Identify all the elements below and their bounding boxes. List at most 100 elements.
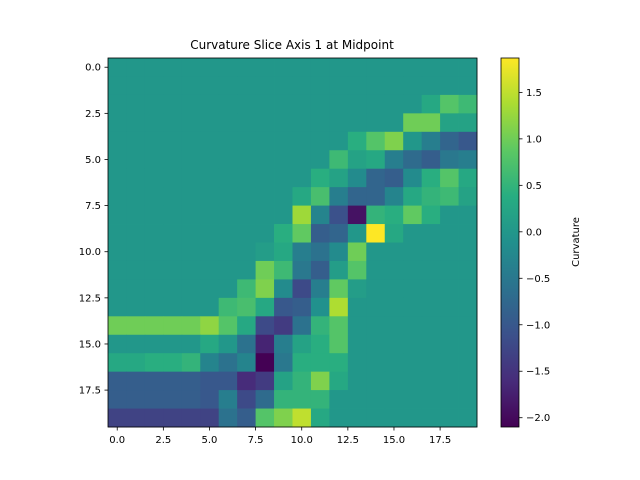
heatmap-cell (200, 408, 220, 428)
heatmap-cell (384, 150, 404, 170)
heatmap-cell (237, 94, 256, 114)
heatmap-cell (200, 260, 220, 280)
heatmap-cell (200, 297, 220, 317)
heatmap-cell (292, 334, 312, 354)
heatmap-cell (181, 205, 201, 225)
heatmap-cell (218, 242, 238, 262)
heatmap-cell (181, 242, 201, 262)
heatmap-cell (310, 76, 330, 96)
y-tick-label: 0.0 (85, 63, 101, 74)
x-tick-label: 7.5 (248, 435, 264, 446)
heatmap-cell (163, 390, 183, 409)
heatmap-cell (310, 334, 330, 354)
heatmap-cell (421, 316, 441, 336)
colorbar-tick-label: −2.0 (526, 413, 550, 424)
heatmap-cell (163, 260, 183, 280)
heatmap-cell (237, 260, 256, 280)
x-tick-label: 15.0 (383, 435, 405, 446)
heatmap-cell (366, 242, 386, 262)
heatmap-cell (237, 408, 256, 428)
heatmap-cell (108, 113, 127, 133)
heatmap-cell (384, 316, 404, 336)
heatmap-cell (292, 94, 312, 114)
heatmap-cell (329, 242, 349, 262)
heatmap-cell (292, 353, 312, 373)
heatmap-cell (126, 353, 146, 373)
heatmap-cell (218, 205, 238, 225)
heatmap-cell (292, 168, 312, 188)
heatmap-cell (310, 150, 330, 170)
heatmap-cell (366, 150, 386, 170)
heatmap-cell (255, 260, 275, 280)
heatmap-cell (384, 224, 404, 243)
heatmap-cell (347, 58, 367, 77)
heatmap-cell (274, 58, 293, 77)
heatmap-cell (458, 58, 478, 77)
heatmap-cell (403, 390, 423, 409)
heatmap-cell (144, 150, 164, 170)
heatmap-cell (421, 297, 441, 317)
heatmap-cell (440, 353, 459, 373)
heatmap-cell (310, 297, 330, 317)
heatmap-cell (218, 408, 238, 428)
heatmap-cell (274, 150, 293, 170)
heatmap-cell (421, 242, 441, 262)
heatmap-cell (255, 94, 275, 114)
heatmap-cell (181, 371, 201, 391)
heatmap-cell (144, 390, 164, 409)
heatmap-cell (403, 131, 423, 151)
heatmap-cell (255, 168, 275, 188)
heatmap-cell (458, 242, 478, 262)
heatmap-cell (255, 279, 275, 299)
heatmap-cell (181, 58, 201, 77)
heatmap-cell (144, 168, 164, 188)
heatmap-cell (347, 316, 367, 336)
heatmap-cell (366, 334, 386, 354)
heatmap-cell (421, 187, 441, 206)
colorbar-tick-label: −0.5 (526, 274, 550, 285)
heatmap-cell (255, 131, 275, 151)
heatmap-cell (181, 297, 201, 317)
heatmap-cell (310, 205, 330, 225)
heatmap-cell (440, 242, 459, 262)
heatmap-cell (366, 371, 386, 391)
colorbar-tick-label: 0.5 (526, 181, 542, 192)
heatmap-cell (108, 76, 127, 96)
heatmap-cell (292, 224, 312, 243)
heatmap-cell (163, 224, 183, 243)
heatmap-cell (384, 168, 404, 188)
heatmap-cell (126, 113, 146, 133)
heatmap-cell (384, 353, 404, 373)
heatmap-cell (403, 297, 423, 317)
heatmap-cell (126, 279, 146, 299)
heatmap-cell (421, 168, 441, 188)
heatmap-cell (384, 242, 404, 262)
heatmap-cell (366, 224, 386, 243)
heatmap-cell (384, 371, 404, 391)
colorbar-axis: −2.0 −1.5 −1.0 −0.5 0.0 0.5 1.0 1.5 (519, 88, 550, 424)
heatmap-cell (347, 76, 367, 96)
heatmap-cell (255, 242, 275, 262)
heatmap-cell (366, 76, 386, 96)
heatmap-cell (421, 279, 441, 299)
heatmap-cell (292, 131, 312, 151)
heatmap-cell (384, 334, 404, 354)
heatmap-cell (421, 150, 441, 170)
heatmap-cell (310, 353, 330, 373)
heatmap-cell (403, 371, 423, 391)
heatmap-cell (440, 94, 459, 114)
heatmap-cell (366, 187, 386, 206)
y-tick-label: 17.5 (79, 386, 101, 397)
heatmap-cell (403, 58, 423, 77)
heatmap-cell (255, 150, 275, 170)
heatmap-cell (292, 150, 312, 170)
heatmap-cell (200, 279, 220, 299)
heatmap-cell (255, 316, 275, 336)
heatmap-cell (218, 150, 238, 170)
heatmap-cell (237, 187, 256, 206)
heatmap-cell (329, 187, 349, 206)
heatmap-cell (458, 353, 478, 373)
y-tick-label: 5.0 (85, 155, 101, 166)
heatmap-cell (200, 76, 220, 96)
heatmap-cell (218, 279, 238, 299)
